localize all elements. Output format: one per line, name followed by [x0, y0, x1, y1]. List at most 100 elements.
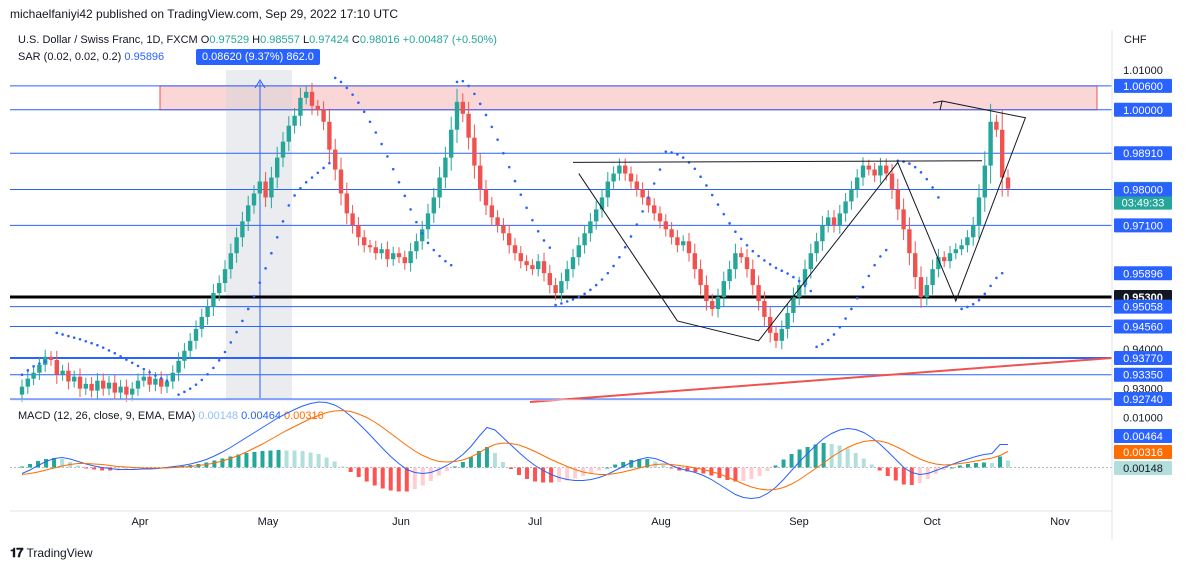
sar-dot: [426, 241, 430, 245]
sar-dot: [693, 167, 697, 171]
sar-dot: [594, 283, 598, 287]
footer-brand[interactable]: TradingView: [26, 546, 93, 560]
macd-histogram-bar: [621, 462, 626, 468]
candle-body: [443, 157, 448, 178]
candle-body: [240, 221, 245, 238]
macd-histogram-bar: [444, 467, 449, 471]
sar-dot: [670, 151, 673, 154]
candle-body: [820, 225, 825, 242]
candle-body: [333, 149, 338, 170]
candle-body: [460, 101, 465, 114]
candle-body: [901, 209, 906, 230]
macd-histogram-bar: [1006, 460, 1010, 468]
sar-dot: [188, 387, 192, 390]
macd-label[interactable]: MACD (12, 26, close, 9, EMA, EMA): [18, 410, 196, 422]
x-tick-label: May: [258, 516, 279, 528]
sar-dot: [281, 220, 285, 223]
candle-body: [686, 241, 692, 254]
candle-body: [31, 372, 36, 379]
candle-body: [101, 380, 106, 389]
macd-histogram-bar: [460, 462, 465, 468]
candle-body: [849, 189, 854, 202]
candle-body: [60, 370, 65, 375]
sar-dot: [809, 289, 813, 293]
candle-body: [965, 237, 970, 246]
candle-body: [669, 229, 674, 238]
macd-histogram-bar: [364, 467, 369, 482]
macd-label-bg: [1114, 445, 1172, 459]
candle-body: [89, 383, 94, 391]
macd-histogram-bar: [957, 465, 962, 468]
candle-body: [913, 253, 918, 278]
candle-body: [704, 285, 709, 302]
candle-body: [222, 269, 228, 284]
candle-body: [425, 213, 431, 230]
sar-label[interactable]: SAR (0.02, 0.02, 0.2): [18, 51, 122, 63]
sar-dot: [821, 342, 824, 346]
sar-dot: [252, 294, 256, 298]
candle-body: [205, 306, 210, 317]
macd-histogram-bar: [268, 450, 273, 468]
sar-dot: [391, 167, 395, 171]
macd-histogram-bar: [284, 450, 289, 468]
sar-dot: [960, 307, 963, 311]
sar-dot: [96, 343, 99, 347]
macd-histogram-bar: [340, 466, 345, 468]
candle-body: [611, 173, 616, 182]
neckline: [572, 160, 983, 163]
candle-body: [449, 129, 454, 158]
sar-dot: [618, 255, 621, 259]
sar-dot: [560, 302, 563, 305]
price-label-bg: [1114, 195, 1172, 210]
macd-histogram-bar: [228, 456, 233, 468]
symbol-legend: U.S. Dollar / Swiss Franc, 1D, FXCM O0.9…: [18, 34, 497, 46]
candle-body: [251, 193, 257, 206]
price-label-bg: [1114, 350, 1172, 365]
sar-dot: [107, 349, 111, 352]
sar-dot: [420, 231, 424, 235]
candle-body: [744, 257, 750, 270]
pattern-path: [578, 100, 1027, 342]
sar-dot: [705, 184, 708, 187]
macd-histogram-bar: [84, 467, 89, 469]
macd-histogram-bar: [573, 467, 578, 479]
macd-line-value: 0.00464: [241, 410, 281, 422]
price-label: 03:49:33: [1122, 198, 1165, 210]
macd-hist-value: 0.00148: [198, 410, 239, 422]
sar-dot: [43, 360, 47, 363]
macd-histogram-bar: [645, 459, 650, 468]
sar-dot: [241, 319, 244, 323]
macd-histogram-bar: [525, 467, 530, 479]
candle-body: [25, 378, 30, 387]
candle-body: [773, 332, 779, 341]
sar-dot: [438, 254, 441, 258]
sar-dot: [386, 155, 389, 158]
symbol-name[interactable]: U.S. Dollar / Swiss Franc, 1D, FXCM: [18, 34, 198, 46]
macd-histogram-bar: [877, 467, 882, 471]
candle-body: [228, 253, 233, 270]
candle-body: [942, 257, 947, 262]
macd-label-bg: [1114, 429, 1172, 443]
sar-dot: [925, 177, 929, 181]
open-label: O: [200, 34, 210, 46]
macd-histogram-bar: [380, 467, 385, 489]
sar-dot: [786, 272, 789, 275]
candle-body: [263, 181, 268, 198]
macd-histogram-bar: [637, 459, 642, 468]
candle-body: [710, 301, 715, 309]
sar-dot: [716, 203, 720, 206]
candle-body: [594, 209, 599, 222]
macd-histogram-bar: [781, 459, 786, 468]
sar-dot: [652, 182, 656, 185]
sar-dot: [84, 339, 88, 343]
measure-range: [226, 70, 292, 400]
candle-body: [802, 269, 808, 286]
candle-body: [130, 388, 135, 395]
sar-dot: [554, 303, 557, 307]
candle-body: [924, 285, 929, 298]
macd-histogram-bar: [517, 467, 522, 475]
candle-body: [959, 245, 964, 250]
candle-body: [872, 169, 877, 176]
sar-dot: [38, 362, 41, 365]
